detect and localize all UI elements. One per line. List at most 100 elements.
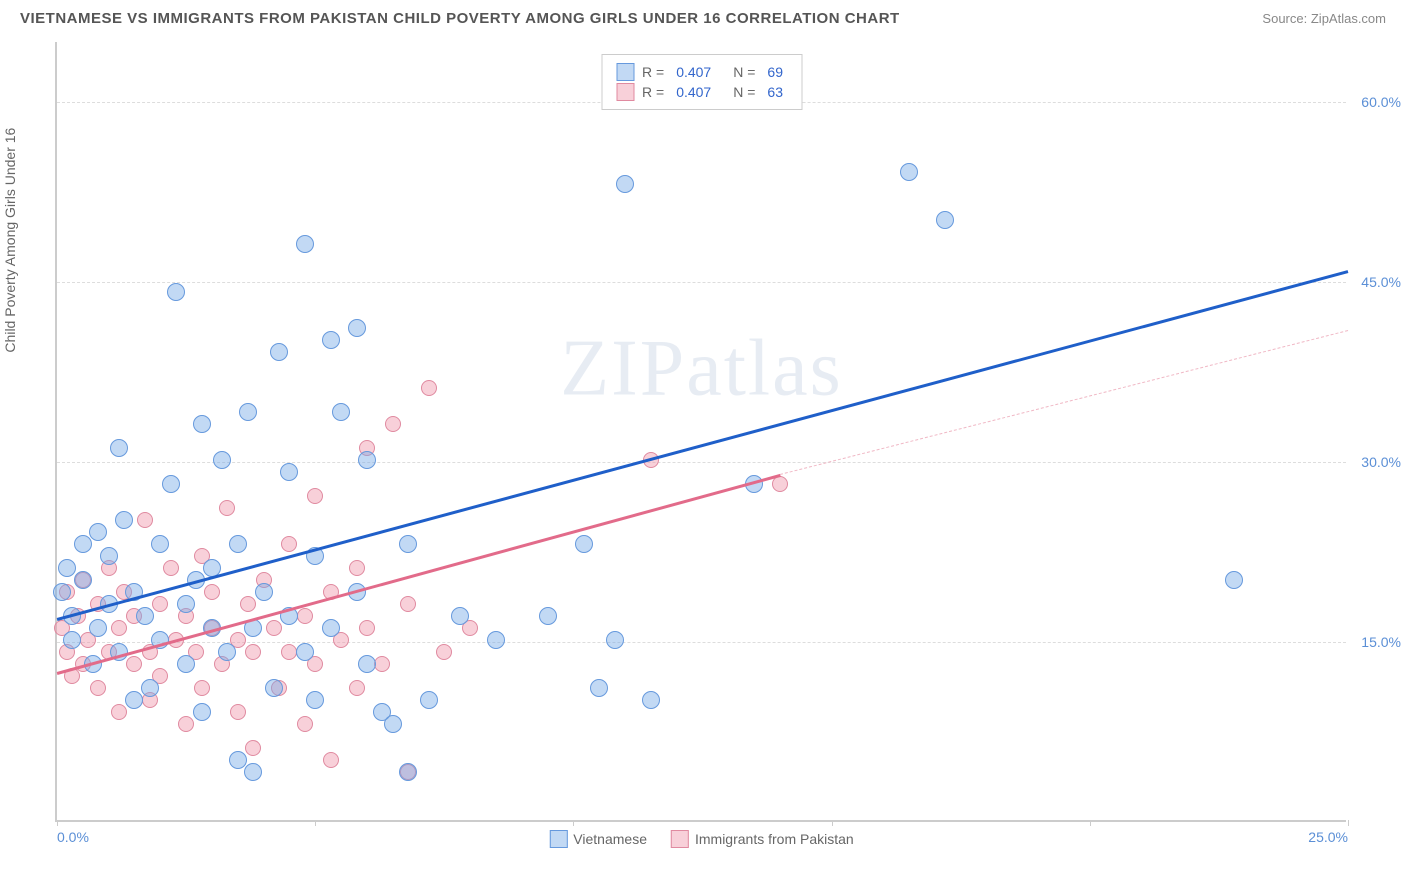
legend-swatch-vietnamese	[549, 830, 567, 848]
legend-item-pakistan: Immigrants from Pakistan	[671, 830, 854, 848]
scatter-point-pakistan	[297, 716, 313, 732]
scatter-point-pakistan	[436, 644, 452, 660]
x-tick	[315, 820, 316, 826]
scatter-point-pakistan	[163, 560, 179, 576]
chart-container: Child Poverty Among Girls Under 16 ZIPat…	[0, 32, 1406, 882]
n-value-pakistan: 63	[767, 84, 783, 100]
scatter-point-vietnamese	[125, 691, 143, 709]
scatter-point-vietnamese	[358, 451, 376, 469]
scatter-point-pakistan	[111, 620, 127, 636]
scatter-point-vietnamese	[74, 571, 92, 589]
scatter-point-vietnamese	[255, 583, 273, 601]
scatter-point-pakistan	[194, 680, 210, 696]
gridline	[57, 642, 1346, 643]
x-tick-label: 0.0%	[57, 829, 89, 845]
correlation-legend: R = 0.407 N = 69 R = 0.407 N = 63	[601, 54, 802, 110]
scatter-point-pakistan	[245, 644, 261, 660]
scatter-point-pakistan	[307, 488, 323, 504]
y-tick-label: 60.0%	[1361, 94, 1401, 110]
scatter-point-vietnamese	[616, 175, 634, 193]
gridline	[57, 282, 1346, 283]
scatter-point-vietnamese	[74, 535, 92, 553]
scatter-point-vietnamese	[229, 751, 247, 769]
scatter-point-vietnamese	[358, 655, 376, 673]
scatter-point-pakistan	[137, 512, 153, 528]
plot-area: ZIPatlas R = 0.407 N = 69 R = 0.407 N = …	[55, 42, 1346, 822]
scatter-point-vietnamese	[177, 655, 195, 673]
y-tick-label: 45.0%	[1361, 274, 1401, 290]
scatter-point-vietnamese	[280, 463, 298, 481]
scatter-point-vietnamese	[167, 283, 185, 301]
n-value-vietnamese: 69	[767, 64, 783, 80]
scatter-point-pakistan	[230, 704, 246, 720]
scatter-point-pakistan	[374, 656, 390, 672]
legend-label-pakistan: Immigrants from Pakistan	[695, 831, 854, 847]
scatter-point-vietnamese	[110, 439, 128, 457]
legend-label-vietnamese: Vietnamese	[573, 831, 647, 847]
legend-swatch-pakistan	[616, 83, 634, 101]
x-tick	[57, 820, 58, 826]
scatter-point-pakistan	[772, 476, 788, 492]
scatter-point-vietnamese	[177, 595, 195, 613]
scatter-point-vietnamese	[265, 679, 283, 697]
scatter-point-pakistan	[385, 416, 401, 432]
scatter-point-vietnamese	[239, 403, 257, 421]
scatter-point-pakistan	[400, 596, 416, 612]
scatter-point-vietnamese	[100, 547, 118, 565]
scatter-point-vietnamese	[218, 643, 236, 661]
legend-row-vietnamese: R = 0.407 N = 69	[616, 63, 787, 81]
r-value-vietnamese: 0.407	[676, 64, 711, 80]
scatter-point-pakistan	[297, 608, 313, 624]
scatter-point-pakistan	[359, 620, 375, 636]
scatter-point-vietnamese	[193, 703, 211, 721]
x-tick	[832, 820, 833, 826]
scatter-point-vietnamese	[322, 331, 340, 349]
scatter-point-vietnamese	[89, 523, 107, 541]
scatter-point-pakistan	[349, 560, 365, 576]
x-tick	[1348, 820, 1349, 826]
scatter-point-pakistan	[111, 704, 127, 720]
x-tick	[573, 820, 574, 826]
legend-swatch-pakistan	[671, 830, 689, 848]
scatter-point-vietnamese	[900, 163, 918, 181]
scatter-point-vietnamese	[136, 607, 154, 625]
scatter-point-pakistan	[240, 596, 256, 612]
scatter-point-vietnamese	[296, 235, 314, 253]
scatter-point-vietnamese	[1225, 571, 1243, 589]
y-axis-label: Child Poverty Among Girls Under 16	[2, 128, 18, 353]
chart-header: VIETNAMESE VS IMMIGRANTS FROM PAKISTAN C…	[0, 0, 1406, 32]
source-attribution: Source: ZipAtlas.com	[1262, 11, 1386, 26]
legend-item-vietnamese: Vietnamese	[549, 830, 647, 848]
scatter-point-vietnamese	[141, 679, 159, 697]
watermark: ZIPatlas	[560, 323, 843, 414]
scatter-point-pakistan	[178, 716, 194, 732]
scatter-point-vietnamese	[322, 619, 340, 637]
source-name: ZipAtlas.com	[1311, 11, 1386, 26]
scatter-point-vietnamese	[63, 631, 81, 649]
scatter-point-vietnamese	[213, 451, 231, 469]
scatter-point-vietnamese	[53, 583, 71, 601]
scatter-point-vietnamese	[487, 631, 505, 649]
scatter-point-vietnamese	[575, 535, 593, 553]
scatter-point-pakistan	[281, 536, 297, 552]
scatter-point-vietnamese	[348, 319, 366, 337]
legend-swatch-vietnamese	[616, 63, 634, 81]
trend-line-vietnamese	[57, 270, 1349, 620]
scatter-point-vietnamese	[151, 535, 169, 553]
scatter-point-vietnamese	[296, 643, 314, 661]
scatter-point-vietnamese	[936, 211, 954, 229]
scatter-point-pakistan	[90, 680, 106, 696]
scatter-point-vietnamese	[399, 535, 417, 553]
scatter-point-vietnamese	[162, 475, 180, 493]
x-tick	[1090, 820, 1091, 826]
legend-row-pakistan: R = 0.407 N = 63	[616, 83, 787, 101]
scatter-point-vietnamese	[229, 535, 247, 553]
scatter-point-pakistan	[245, 740, 261, 756]
x-tick-label: 25.0%	[1308, 829, 1348, 845]
scatter-point-vietnamese	[399, 763, 417, 781]
r-value-pakistan: 0.407	[676, 84, 711, 100]
scatter-point-vietnamese	[590, 679, 608, 697]
scatter-point-pakistan	[349, 680, 365, 696]
source-label: Source:	[1262, 11, 1307, 26]
scatter-point-vietnamese	[193, 415, 211, 433]
